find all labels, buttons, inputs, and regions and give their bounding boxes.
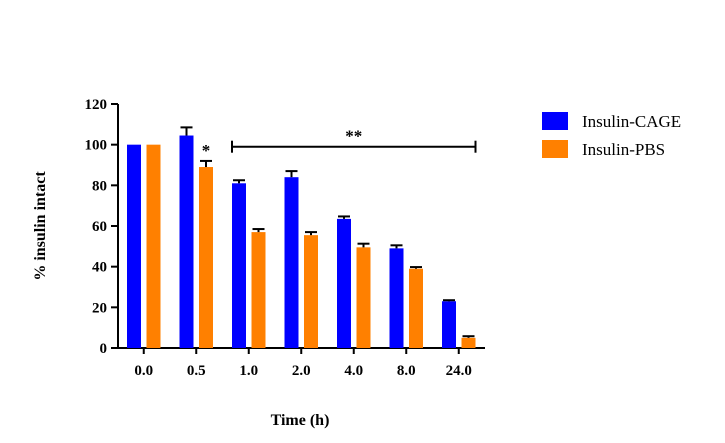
x-tick-label: 1.0 — [239, 363, 258, 379]
y-tick-label: 40 — [92, 260, 107, 276]
bar-insulin-cage-8-0 — [389, 248, 404, 348]
legend-label-insulin-cage: Insulin-CAGE — [582, 112, 681, 131]
significance-label: * — [202, 141, 211, 160]
bar-insulin-pbs-24-0 — [461, 337, 476, 348]
significance-label: ** — [345, 127, 362, 146]
y-tick-label: 20 — [92, 300, 107, 316]
x-tick-label: 4.0 — [344, 363, 363, 379]
bar-insulin-cage-24-0 — [442, 301, 456, 348]
bar-insulin-pbs-8-0 — [409, 268, 423, 348]
bar-insulin-cage-4-0 — [337, 218, 351, 348]
bar-insulin-pbs-4-0 — [356, 247, 371, 348]
y-tick-label: 60 — [92, 219, 107, 235]
legend-swatch-insulin-cage — [542, 112, 568, 130]
legend: Insulin-CAGE Insulin-PBS — [542, 112, 681, 159]
x-tick-label: 0.5 — [187, 363, 206, 379]
y-axis-title: % insulin intact — [32, 171, 49, 281]
y-tick-label: 80 — [92, 178, 107, 194]
legend-label-insulin-pbs: Insulin-PBS — [582, 140, 665, 159]
bar-insulin-cage-0-0 — [127, 144, 141, 348]
legend-swatch-insulin-pbs — [542, 140, 568, 158]
bars — [127, 126, 476, 348]
y-tick-label: 120 — [85, 97, 108, 113]
y-axis: 0 20 40 60 80 100 120 — [85, 97, 119, 357]
bar-insulin-pbs-0-5 — [199, 167, 213, 348]
bar-insulin-cage-2-0 — [284, 177, 299, 348]
annotations: *** — [202, 127, 477, 160]
y-tick-label: 100 — [85, 138, 108, 154]
bar-insulin-pbs-1-0 — [251, 232, 266, 348]
bar-insulin-cage-0-5 — [179, 135, 194, 348]
x-tick-label: 2.0 — [292, 363, 311, 379]
x-axis-title: Time (h) — [271, 412, 330, 429]
x-tick-label: 8.0 — [397, 363, 416, 379]
bar-insulin-pbs-0-0 — [146, 144, 161, 348]
y-tick-label: 0 — [100, 341, 108, 357]
x-tick-label: 0.0 — [134, 363, 153, 379]
x-tick-label: 24.0 — [446, 363, 472, 379]
bar-insulin-cage-1-0 — [232, 183, 246, 348]
x-axis: 0.0 0.5 1.0 2.0 4.0 8.0 24.0 — [118, 347, 485, 379]
bar-insulin-pbs-2-0 — [304, 235, 318, 348]
